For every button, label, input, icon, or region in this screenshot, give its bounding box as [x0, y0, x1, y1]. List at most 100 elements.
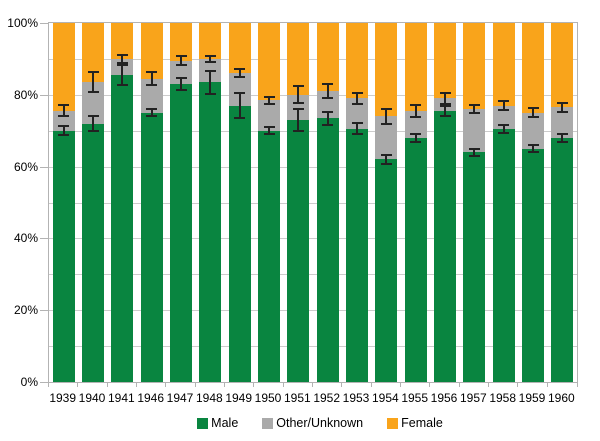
gridline	[49, 58, 577, 60]
bar-segment-other-unknown-1953	[346, 98, 368, 129]
gridline	[49, 202, 577, 204]
bar-segment-male-1957	[463, 152, 486, 382]
error-bar-stack-top-1959	[527, 107, 539, 119]
error-bar-male-1952	[322, 110, 334, 126]
x-axis-label: 1939	[49, 391, 77, 405]
error-bar-stack-top-1957	[468, 104, 480, 114]
x-axis-label: 1953	[342, 391, 370, 405]
bar-segment-male-1959	[522, 148, 544, 382]
error-bar-male-1941	[116, 64, 128, 86]
y-axis-tick	[40, 166, 48, 168]
error-bar-male-1957	[468, 147, 480, 157]
x-axis-tick	[400, 383, 401, 387]
bar-segment-female-1955	[404, 23, 427, 111]
bar-segment-other-unknown-1954	[375, 116, 398, 160]
error-bar-stack-top-1952	[322, 82, 334, 100]
x-axis-tick	[282, 383, 284, 387]
error-bar-stack-top-1950	[263, 95, 275, 105]
bar-segment-male-1960	[551, 137, 574, 382]
gridline	[49, 130, 577, 132]
x-axis-tick	[48, 383, 49, 387]
bar-segment-female-1946	[140, 23, 163, 79]
bar-segment-male-1951	[287, 119, 310, 382]
bar-segment-male-1956	[434, 110, 456, 382]
x-axis-tick	[165, 383, 167, 387]
x-axis-label: 1960	[547, 391, 575, 405]
bar-segment-other-unknown-1949	[228, 73, 251, 106]
x-axis-tick	[458, 383, 460, 387]
error-bar-stack-top-1939	[58, 104, 70, 118]
error-bar-stack-top-1940	[87, 71, 99, 93]
x-axis-label: 1946	[137, 391, 165, 405]
error-bar-male-1947	[175, 77, 187, 91]
error-bar-male-1939	[58, 125, 70, 137]
plot-area	[48, 22, 578, 383]
bar-segment-female-1952	[316, 23, 339, 92]
legend-label: Other/Unknown	[276, 416, 364, 430]
y-axis-tick	[40, 23, 48, 24]
legend-swatch-other-unknown	[262, 417, 274, 429]
gridline	[49, 274, 577, 276]
x-axis-tick	[106, 383, 108, 387]
y-axis-label: 100%	[7, 16, 38, 30]
error-bar-stack-top-1958	[498, 99, 510, 112]
y-axis-label: 0%	[20, 375, 38, 389]
x-axis-tick	[370, 383, 372, 387]
bar-segment-male-1941	[111, 75, 134, 382]
bar-segment-female-1958	[492, 23, 515, 106]
bar-segment-male-1952	[316, 118, 339, 382]
x-axis-label: 1956	[430, 391, 458, 405]
x-axis-label: 1955	[401, 391, 429, 405]
error-bar-stack-top-1949	[234, 68, 246, 79]
bar-segment-female-1947	[170, 23, 192, 61]
bar-segment-other-unknown-1960	[551, 107, 574, 138]
legend: Male Other/Unknown Female	[40, 414, 600, 432]
x-axis-tick	[546, 383, 548, 387]
x-axis-tick	[312, 383, 313, 387]
x-axis-tick	[77, 383, 79, 387]
bar-segment-female-1940	[82, 23, 104, 83]
error-bar-male-1959	[527, 144, 539, 153]
error-bar-male-1954	[380, 153, 392, 166]
legend-label: Male	[211, 416, 239, 430]
legend-label: Female	[401, 416, 443, 430]
bar-segment-female-1951	[287, 23, 310, 95]
bar-segment-female-1956	[434, 23, 456, 99]
legend-swatch-female	[387, 417, 399, 429]
bar-segment-female-1941	[111, 23, 134, 59]
bar-segment-other-unknown-1950	[258, 100, 280, 131]
gridline	[49, 310, 577, 312]
bar-segment-female-1954	[375, 23, 398, 117]
error-bar-stack-top-1960	[556, 101, 568, 114]
x-axis-label: 1958	[489, 391, 517, 405]
y-axis-label: 20%	[13, 303, 38, 318]
x-axis-tick	[194, 383, 196, 387]
y-axis-label: 40%	[13, 231, 38, 246]
x-axis-label: 1949	[225, 391, 253, 405]
y-axis-tick	[40, 94, 48, 96]
bar-segment-female-1959	[522, 23, 544, 113]
y-axis-tick	[40, 310, 48, 312]
bar-segment-male-1950	[258, 130, 280, 382]
bar-segment-female-1950	[258, 23, 280, 101]
error-bar-male-1948	[204, 69, 216, 95]
x-axis-tick	[253, 383, 255, 387]
error-bar-stack-top-1956	[439, 91, 451, 106]
bar-segment-female-1948	[199, 23, 222, 59]
error-bar-stack-top-1954	[380, 108, 392, 125]
bar-segment-male-1948	[199, 82, 222, 382]
error-bar-male-1953	[351, 122, 363, 136]
legend-item-other-unknown: Other/Unknown	[262, 416, 363, 430]
error-bar-male-1958	[498, 124, 510, 134]
error-bar-male-1950	[263, 126, 275, 136]
bar-segment-male-1958	[492, 128, 515, 382]
error-bar-male-1951	[292, 108, 304, 132]
bar-segment-male-1946	[140, 112, 163, 382]
bar-segment-female-1953	[346, 23, 368, 99]
error-bar-male-1946	[146, 108, 158, 118]
x-axis-tick	[577, 383, 578, 387]
bar-segment-other-unknown-1957	[463, 109, 486, 153]
error-bar-stack-top-1947	[175, 54, 187, 67]
gridline	[49, 346, 577, 348]
